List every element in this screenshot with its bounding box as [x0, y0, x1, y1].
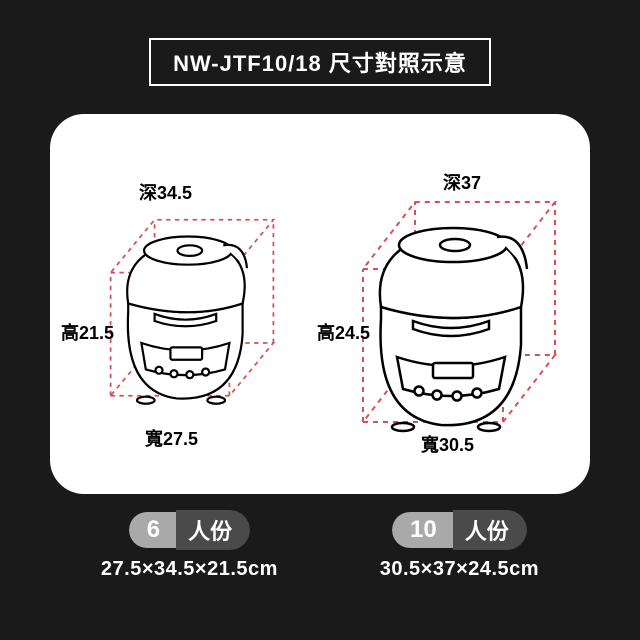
variants-row: 6 人份 27.5×34.5×21.5cm 10 人份 30.5×37×24.5… [50, 510, 590, 581]
pill-text: 人份 [176, 510, 250, 550]
width-label: 寬30.5 [421, 431, 474, 457]
product-6: 深34.5 高21.5 寬27.5 [75, 159, 305, 459]
pill-text: 人份 [453, 510, 527, 550]
variant-6: 6 人份 27.5×34.5×21.5cm [101, 510, 278, 581]
pill-number: 6 [129, 512, 176, 548]
product-10: 深37 高24.5 寬30.5 [335, 159, 565, 459]
variant-10: 10 人份 30.5×37×24.5cm [380, 510, 539, 581]
width-label: 寬27.5 [145, 425, 198, 451]
depth-label: 深34.5 [139, 179, 192, 205]
dimensions-line: 27.5×34.5×21.5cm [101, 558, 278, 581]
capacity-pill: 6 人份 [129, 510, 250, 550]
title-wrap: NW-JTF10/18 尺寸對照示意 [50, 38, 590, 86]
capacity-pill: 10 人份 [392, 510, 527, 550]
height-label: 高21.5 [61, 319, 114, 345]
dimensions-line: 30.5×37×24.5cm [380, 558, 539, 581]
depth-label: 深37 [443, 169, 481, 195]
cooker-svg-10 [335, 159, 565, 459]
page-title: NW-JTF10/18 尺寸對照示意 [149, 38, 491, 86]
comparison-card: 深34.5 高21.5 寬27.5 [50, 114, 590, 494]
height-label: 高24.5 [317, 319, 370, 345]
pill-number: 10 [392, 512, 453, 548]
